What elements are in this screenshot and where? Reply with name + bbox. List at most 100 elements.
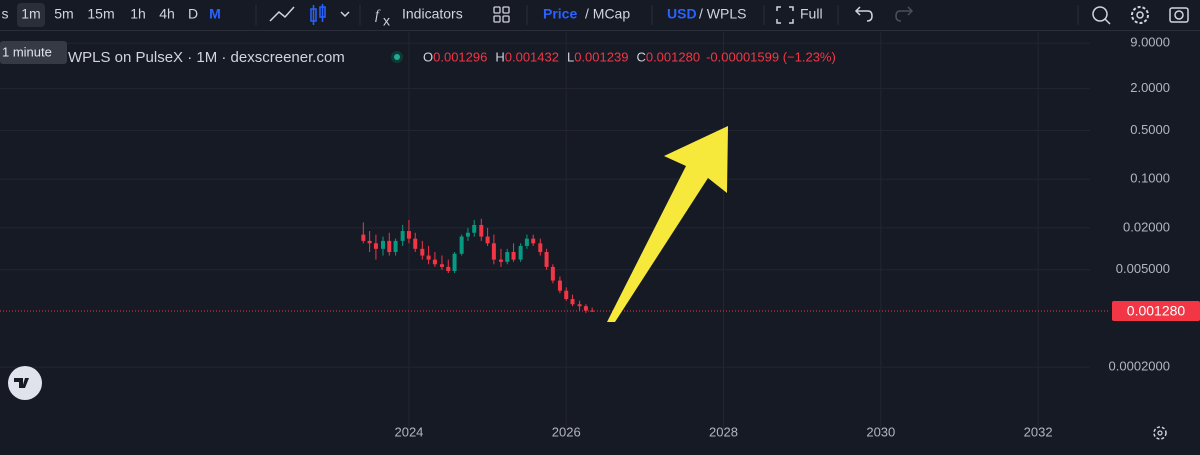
- candle-body: [511, 252, 516, 260]
- candle-body: [485, 236, 490, 244]
- candle-body: [367, 240, 372, 244]
- interval-button[interactable]: 5m: [54, 6, 73, 22]
- y-tick-label: 0.0002000: [1109, 359, 1170, 374]
- x-tick-label: 2024: [394, 424, 423, 439]
- y-tick-label: 0.005000: [1116, 261, 1170, 276]
- interval-button[interactable]: 15m: [87, 6, 114, 22]
- status-dot: [394, 54, 400, 60]
- legend-key: C: [636, 49, 645, 64]
- quick-search-icon[interactable]: [1092, 6, 1108, 22]
- redo-button[interactable]: [895, 10, 912, 22]
- tooltip-text: 1 minute: [2, 44, 52, 59]
- y-tick-label: 0.1000: [1130, 171, 1170, 186]
- indicators-icon[interactable]: f: [375, 8, 381, 23]
- legend-key: O: [423, 49, 433, 64]
- candle-body: [406, 231, 411, 239]
- x-tick-label: 2032: [1024, 424, 1053, 439]
- annotation-arrow: [607, 126, 728, 322]
- settings-icon[interactable]: [1131, 6, 1149, 24]
- candle-body: [557, 280, 562, 291]
- interval-button[interactable]: s: [2, 6, 9, 22]
- quick-search-handle: [1104, 18, 1111, 25]
- candle-type-icon[interactable]: [310, 4, 326, 25]
- candle-body: [472, 224, 477, 233]
- separators: [255, 5, 1079, 25]
- candle-body: [505, 252, 510, 262]
- legend-key: L: [567, 49, 574, 64]
- intervals: s 1m 5m 15m 1h 4h D M: [2, 6, 221, 22]
- fullscreen-icon[interactable]: [776, 6, 794, 24]
- tradingview-logo-mark: [14, 378, 29, 388]
- y-tick-label: 0.5000: [1130, 122, 1170, 137]
- candle-body: [577, 304, 582, 307]
- axis-settings-center: [1157, 430, 1163, 436]
- active-interval-bg: [17, 3, 45, 27]
- candle-body: [432, 259, 437, 265]
- interval-button[interactable]: 4h: [159, 6, 175, 22]
- candle-body: [452, 253, 457, 272]
- legend-value: 0.001239: [574, 49, 628, 64]
- y-tick-label: 0.02000: [1123, 219, 1170, 234]
- legend-key: H: [495, 49, 504, 64]
- undo-arrow: [854, 6, 861, 16]
- candle-body: [393, 240, 398, 253]
- legend-change: -0.00001599 (−1.23%): [706, 49, 836, 64]
- candle-body: [465, 232, 470, 237]
- candle-body: [524, 238, 529, 246]
- y-tick-label: 9.0000: [1130, 35, 1170, 50]
- y-tick-label: 2.0000: [1130, 80, 1170, 95]
- redo-arrow: [907, 6, 914, 16]
- x-tick-label: 2030: [866, 424, 895, 439]
- candle-body: [380, 240, 385, 249]
- candle-body: [413, 238, 418, 249]
- axes: 9.0000 2.0000 0.5000 0.1000 0.02000 0.005000 0…: [394, 35, 1200, 439]
- price-toggle[interactable]: Price: [543, 6, 577, 22]
- mcap-toggle[interactable]: / MCap: [585, 6, 630, 22]
- legend-value: 0.001432: [505, 49, 559, 64]
- layout-icon[interactable]: [493, 6, 510, 23]
- indicators-icon-x[interactable]: x: [383, 13, 390, 29]
- screenshot-lens: [1174, 10, 1184, 20]
- grid: [0, 32, 1110, 430]
- interval-button[interactable]: D: [188, 6, 198, 22]
- toolbar: [0, 0, 1200, 30]
- current-price-tag: [1112, 300, 1200, 321]
- candle-body: [590, 310, 595, 312]
- candle-body: [491, 243, 496, 260]
- interval-button[interactable]: 1h: [130, 6, 146, 22]
- candle-body: [361, 234, 366, 241]
- candle-body: [373, 243, 378, 249]
- tooltip: [0, 41, 67, 64]
- undo-button[interactable]: [856, 10, 873, 22]
- candle-body: [544, 252, 549, 267]
- candle-body: [538, 243, 543, 253]
- candle-body: [387, 240, 392, 253]
- line-chart-icon[interactable]: [269, 6, 295, 22]
- indicators-button[interactable]: Indicators: [402, 6, 463, 22]
- interval-button[interactable]: M: [209, 6, 221, 22]
- candle-body: [446, 266, 451, 272]
- chart-type-dropdown[interactable]: [340, 11, 350, 18]
- current-price-label: 0.001280: [1127, 303, 1186, 319]
- usd-toggle[interactable]: USD: [667, 6, 697, 22]
- candle-body: [426, 255, 431, 260]
- candle-body: [420, 248, 425, 256]
- candle-body: [518, 245, 523, 260]
- candles: [361, 218, 595, 313]
- legend-title: WPLS on PulseX · 1M · dexscreener.com: [68, 49, 345, 66]
- legend-values: O 0.001296 H 0.001432 L 0.001239 C 0.001280 -0.0…: [423, 49, 836, 64]
- settings-icon-center: [1136, 11, 1144, 19]
- candle-body: [459, 236, 464, 254]
- x-tick-label: 2026: [552, 424, 581, 439]
- screenshot-icon[interactable]: [1169, 7, 1189, 23]
- interval-button[interactable]: 1m: [21, 6, 40, 22]
- fullscreen-button[interactable]: Full: [800, 6, 823, 22]
- axis-settings-icon[interactable]: [1153, 426, 1167, 440]
- candle-body: [550, 266, 555, 281]
- wpls-toggle[interactable]: / WPLS: [699, 6, 746, 22]
- candle-body: [400, 231, 405, 241]
- legend-value: 0.001280: [646, 49, 700, 64]
- legend-value: 0.001296: [433, 49, 487, 64]
- x-tick-label: 2028: [709, 424, 738, 439]
